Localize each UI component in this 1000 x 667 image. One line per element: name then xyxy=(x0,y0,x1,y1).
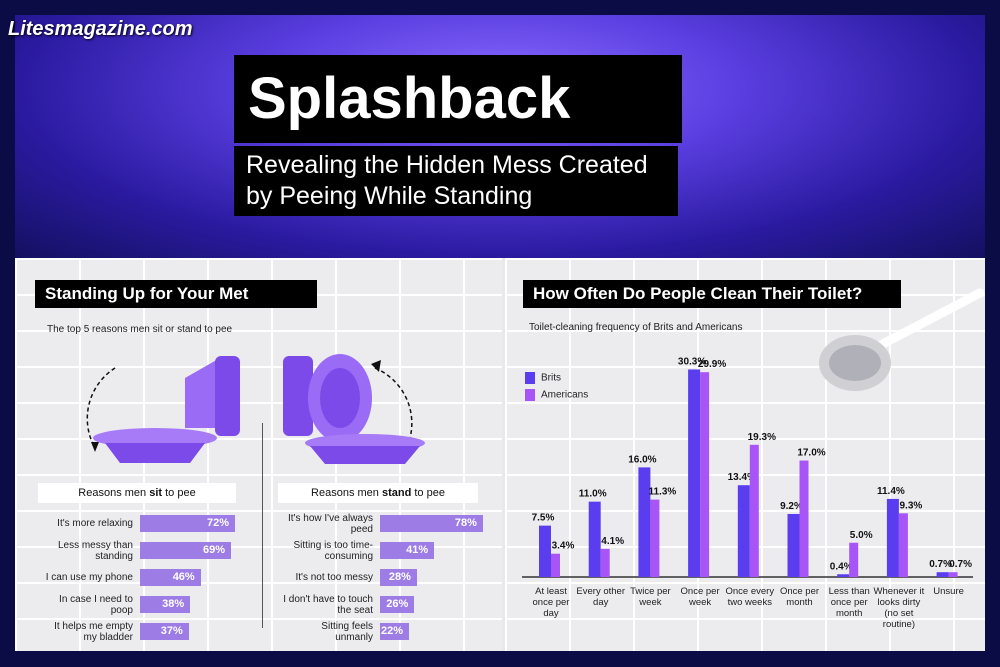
sit-caption: Reasons men sit to pee xyxy=(38,483,236,503)
x-tick-label: week xyxy=(688,597,711,608)
page-title: Splashback xyxy=(234,55,682,143)
sit-reason-bar: 46% xyxy=(140,569,201,586)
bar-label: Less messy than standing xyxy=(57,540,133,562)
bar-label: In case I need to poop xyxy=(59,594,133,616)
data-label: 11.3% xyxy=(648,487,676,498)
bar-brits xyxy=(787,513,800,577)
stand-caption: Reasons men stand to pee xyxy=(278,483,478,503)
right-heading: How Often Do People Clean Their Toilet? xyxy=(523,280,901,308)
x-tick-label: Once per xyxy=(681,586,720,597)
site-watermark: Litesmagazine.com xyxy=(8,18,193,40)
data-label: 19.3% xyxy=(748,432,776,443)
data-label: 16.0% xyxy=(628,454,656,465)
bar-label: Sitting is too time-consuming xyxy=(293,540,373,562)
data-label: 5.0% xyxy=(850,530,873,541)
x-tick-label: two weeks xyxy=(728,597,773,608)
sit-reason-bar: 38% xyxy=(140,596,191,613)
x-tick-label: routine) xyxy=(883,619,915,630)
stand-reason-bar: 22% xyxy=(380,623,410,640)
data-label: 13.4% xyxy=(728,472,756,483)
x-tick-label: Twice per xyxy=(630,586,671,597)
x-tick-label: day xyxy=(593,597,609,608)
x-tick-label: Every other xyxy=(576,586,625,597)
data-label: 30.3% xyxy=(678,356,706,367)
bar-label: I don't have to touch the seat xyxy=(283,594,373,616)
bar-brits xyxy=(886,498,899,577)
sit-stand-panel: Standing Up for Your Met The top 5 reaso… xyxy=(15,258,502,651)
bar-americans xyxy=(799,460,809,577)
data-label: 0.7% xyxy=(929,559,952,570)
data-label: 3.4% xyxy=(552,541,575,552)
bar-brits xyxy=(638,467,651,577)
data-label: 4.1% xyxy=(601,536,624,547)
x-tick-label: Less than xyxy=(829,586,870,597)
legend-americans: Americans xyxy=(525,389,588,401)
bar-americans xyxy=(898,513,908,577)
bar-label: I can use my phone xyxy=(45,572,133,583)
bar-label: It's more relaxing xyxy=(57,518,133,529)
bar-brits xyxy=(936,572,949,577)
x-tick-label: Once every xyxy=(726,586,775,597)
x-tick-label: Unsure xyxy=(933,586,964,597)
cleaning-panel: How Often Do People Clean Their Toilet? … xyxy=(505,258,985,651)
data-label: 9.2% xyxy=(780,501,803,512)
x-tick-label: Whenever it xyxy=(874,586,925,597)
x-tick-label: looks dirty xyxy=(878,597,921,608)
x-tick-label: Once per xyxy=(780,586,819,597)
hero-banner: Splashback Revealing the Hidden Mess Cre… xyxy=(15,15,985,258)
data-label: 7.5% xyxy=(532,513,555,524)
x-tick-label: once per xyxy=(831,597,868,608)
bar-americans xyxy=(700,372,710,577)
x-tick-label: month xyxy=(786,597,812,608)
toilet-illustrations xyxy=(86,354,425,464)
data-label: 0.4% xyxy=(830,561,853,572)
stand-reason-bar: 41% xyxy=(380,542,435,559)
sit-reason-bar: 69% xyxy=(140,542,232,559)
toilet-brush-icon xyxy=(819,288,985,391)
bar-brits xyxy=(688,369,701,577)
bar-americans xyxy=(551,553,560,577)
bar-brits xyxy=(588,501,601,577)
page-subtitle: Revealing the Hidden Mess Created by Pee… xyxy=(234,146,678,216)
bar-brits xyxy=(539,525,551,577)
bar-brits xyxy=(737,485,750,577)
divider xyxy=(262,423,263,628)
bar-label: It's not too messy xyxy=(295,572,374,583)
data-label: 17.0% xyxy=(797,448,825,459)
bar-brits xyxy=(837,574,850,577)
bar-label: It's how I've always peed xyxy=(288,513,373,535)
bar-label: It helps me empty my bladder xyxy=(54,621,133,643)
stand-reason-bar: 26% xyxy=(380,596,415,613)
data-label: 9.3% xyxy=(900,500,923,511)
x-tick-label: day xyxy=(543,608,559,619)
bar-americans xyxy=(849,542,859,577)
bar-americans xyxy=(650,499,660,577)
right-subheading: Toilet-cleaning frequency of Brits and A… xyxy=(529,322,743,333)
x-tick-label: At least xyxy=(535,586,567,597)
data-label: 11.4% xyxy=(877,486,905,497)
left-subheading: The top 5 reasons men sit or stand to pe… xyxy=(47,324,233,335)
x-tick-label: week xyxy=(638,597,661,608)
bar-americans xyxy=(600,548,610,577)
x-tick-label: once per xyxy=(533,597,570,608)
bar-label: Sitting feels unmanly xyxy=(321,621,373,643)
x-tick-label: month xyxy=(836,608,862,619)
bar-americans xyxy=(749,444,759,577)
legend-swatch xyxy=(525,372,535,384)
data-label: 29.9% xyxy=(698,359,726,370)
data-label: 0.7% xyxy=(949,559,972,570)
sit-reason-bar: 37% xyxy=(140,623,189,640)
sit-reason-bar: 72% xyxy=(140,515,236,532)
stand-reason-bar: 78% xyxy=(380,515,483,532)
left-heading: Standing Up for Your Met xyxy=(35,280,317,308)
data-label: 11.0% xyxy=(579,489,607,500)
legend-swatch xyxy=(525,389,535,401)
x-tick-label: (no set xyxy=(884,608,913,619)
bar-americans xyxy=(948,572,958,577)
legend-brits: Brits xyxy=(525,372,561,384)
stand-reason-bar: 28% xyxy=(380,569,417,586)
infographic: Splashback Revealing the Hidden Mess Cre… xyxy=(15,15,985,651)
